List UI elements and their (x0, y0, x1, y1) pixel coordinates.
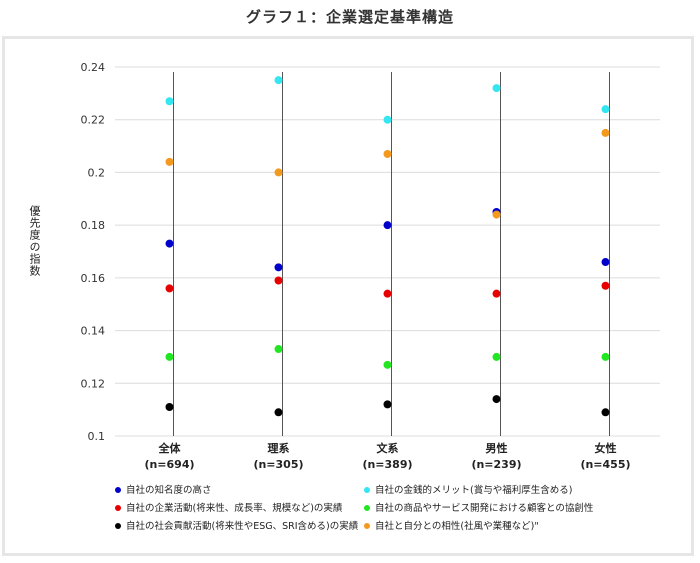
data-point (492, 289, 501, 298)
legend-label: 自社の金銭的メリット(賞与や福利厚生含める) (375, 484, 572, 496)
y-axis-label: 優先度の指数 (28, 205, 41, 277)
legend-marker (115, 505, 121, 511)
data-point (274, 168, 283, 177)
legend-label: 自社と自分との相性(社風や業種など)" (375, 520, 539, 532)
chart-title: グラフ１：企業選定基準構造 (245, 8, 454, 26)
data-point (165, 403, 174, 412)
y-tick-label: 0.14 (81, 325, 106, 338)
legend-label: 自社の商品やサービス開発における顧客との協創性 (375, 502, 594, 514)
chart-panel (2, 36, 694, 556)
data-point (165, 97, 174, 106)
data-point (274, 76, 283, 85)
category-n-label: (n=694) (144, 458, 194, 471)
y-tick-label: 0.2 (88, 166, 106, 179)
data-point (601, 408, 610, 417)
data-point (492, 210, 501, 219)
legend-label: 自社の知名度の高さ (126, 484, 212, 496)
data-point (165, 284, 174, 293)
category-n-label: (n=305) (253, 458, 303, 471)
legend-marker (364, 523, 370, 529)
category-n-label: (n=239) (471, 458, 521, 471)
data-point (492, 395, 501, 404)
category-n-label: (n=389) (362, 458, 412, 471)
data-point (274, 408, 283, 417)
data-point (601, 258, 610, 267)
data-point (383, 400, 392, 409)
y-tick-label: 0.16 (81, 272, 106, 285)
y-tick-label: 0.24 (81, 61, 106, 74)
data-point (383, 149, 392, 158)
data-point (274, 276, 283, 285)
legend-marker (115, 523, 121, 529)
y-tick-label: 0.22 (81, 114, 106, 127)
data-point (165, 239, 174, 248)
data-point (492, 352, 501, 361)
category-label: 理系 (268, 441, 290, 455)
data-point (383, 115, 392, 124)
y-tick-label: 0.18 (81, 219, 106, 232)
data-point (165, 352, 174, 361)
category-label: 全体 (158, 441, 182, 455)
data-point (492, 84, 501, 93)
y-tick-label: 0.1 (88, 430, 106, 443)
data-point (274, 345, 283, 354)
y-tick-label: 0.12 (81, 377, 106, 390)
category-label: 文系 (377, 441, 399, 455)
data-point (601, 281, 610, 290)
data-point (601, 352, 610, 361)
category-label: 女性 (595, 441, 617, 455)
data-point (165, 157, 174, 166)
legend-marker (364, 505, 370, 511)
data-point (274, 263, 283, 272)
legend-label: 自社の企業活動(将来性、成長率、規模など)の実績 (126, 502, 343, 514)
category-n-label: (n=455) (580, 458, 630, 471)
legend-marker (115, 487, 121, 493)
legend-label: 自社の社会貢献活動(将来性やESG、SRI含める)の実績 (126, 520, 359, 532)
legend-marker (364, 487, 370, 493)
data-point (383, 360, 392, 369)
data-point (601, 128, 610, 137)
category-label: 男性 (486, 441, 508, 455)
data-point (601, 105, 610, 114)
data-point (383, 289, 392, 298)
data-point (383, 221, 392, 230)
